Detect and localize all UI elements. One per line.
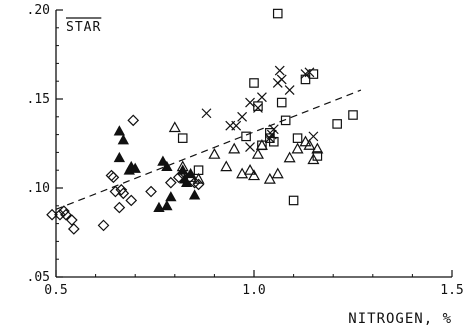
chart-title: STAR: [66, 20, 101, 35]
x-marker: [284, 85, 295, 96]
x-marker: [256, 92, 267, 103]
square-marker: [177, 133, 188, 143]
open-triangle-marker: [220, 160, 233, 172]
diamond-marker: [107, 171, 120, 184]
filled-triangle-marker: [188, 189, 201, 200]
x-tick-label: 1.0: [242, 283, 265, 298]
diamond-marker: [117, 187, 130, 200]
diamond-marker: [127, 114, 140, 127]
square-marker: [257, 140, 267, 151]
filled-triangle-marker: [161, 160, 173, 172]
x-marker: [231, 120, 242, 131]
diamond-marker: [172, 171, 185, 184]
square-marker: [241, 131, 251, 142]
diamond-marker: [105, 169, 118, 182]
open-triangle-marker: [311, 142, 324, 154]
filled-triangle-marker: [153, 201, 165, 212]
square-marker: [280, 115, 291, 126]
y-tick-label: .05: [27, 270, 50, 285]
diamond-marker: [164, 176, 177, 189]
diamond-marker: [109, 185, 122, 198]
square-marker: [193, 165, 204, 175]
open-triangle-marker: [271, 167, 284, 179]
y-tick-label: .10: [27, 181, 50, 196]
open-triangle-marker: [228, 142, 241, 154]
x-marker: [266, 129, 277, 140]
y-tick-label: .15: [27, 92, 50, 107]
open-triangle-marker: [244, 163, 257, 175]
open-triangle-marker: [168, 121, 181, 133]
x-marker: [268, 124, 279, 135]
x-tick-label: 1.5: [440, 283, 463, 298]
x-marker: [253, 102, 263, 113]
diamond-marker: [60, 208, 72, 221]
x-marker: [237, 111, 248, 122]
open-triangle-marker: [291, 142, 304, 154]
x-marker: [274, 65, 285, 76]
diamond-marker: [58, 205, 70, 217]
filled-triangle-marker: [113, 151, 126, 163]
trend-line: [55, 89, 362, 210]
diamond-marker: [125, 194, 138, 207]
diamond-marker: [67, 223, 80, 235]
trend-line-group: [55, 89, 362, 210]
open-triangle-marker: [236, 167, 249, 179]
y-tick-label: .20: [27, 3, 50, 18]
square-marker: [348, 110, 358, 120]
square-marker: [249, 78, 259, 88]
open-triangle-marker: [208, 147, 221, 159]
x-tick-label: 0.5: [44, 283, 67, 298]
x-marker: [245, 142, 255, 152]
square-marker: [253, 101, 263, 111]
open-triangle-marker: [283, 151, 296, 163]
square-marker: [332, 119, 342, 129]
x-marker: [308, 131, 319, 142]
square-marker: [269, 136, 279, 147]
filled-triangle-marker: [113, 125, 126, 136]
square-marker: [288, 195, 299, 206]
open-triangle-marker: [299, 135, 312, 147]
filled-triangle-marker: [157, 155, 169, 166]
x-axis-title: NITROGEN, %: [348, 311, 452, 327]
y-axis-ticks: .05 .10 .15 .20: [27, 3, 63, 285]
square-marker: [312, 151, 323, 161]
square-marker: [300, 74, 311, 85]
open-triangle-marker: [263, 172, 276, 184]
filled-triangle-marker: [117, 134, 129, 145]
diamond-marker: [115, 183, 128, 196]
x-marker: [304, 67, 315, 78]
filled-triangle-marker: [161, 199, 173, 211]
square-marker: [276, 97, 287, 108]
open-triangle-marker: [251, 147, 264, 159]
open-triangle-marker: [176, 160, 189, 172]
filled-triangle-marker: [129, 162, 141, 173]
diamond-marker: [145, 185, 157, 198]
open-triangle-marker: [307, 153, 320, 165]
diamond-marker: [65, 214, 78, 226]
filled-triangle-marker: [165, 191, 177, 202]
x-marker: [276, 74, 287, 85]
square-marker: [272, 8, 283, 19]
filled-triangle-marker: [177, 164, 189, 175]
diamond-marker: [113, 201, 126, 214]
diamond-marker: [46, 208, 58, 221]
data-points: [46, 8, 358, 235]
open-triangle-marker: [184, 171, 197, 182]
diamond-marker: [97, 219, 110, 232]
open-triangle-marker: [192, 172, 205, 184]
open-triangle-marker: [303, 139, 316, 150]
x-marker: [201, 108, 212, 119]
square-marker: [292, 133, 303, 143]
filled-triangle-marker: [181, 176, 193, 188]
open-triangle-marker: [247, 169, 261, 181]
x-marker: [245, 97, 255, 108]
square-marker: [308, 69, 319, 79]
x-axis-ticks: 0.5 1.0 1.5: [44, 270, 464, 298]
